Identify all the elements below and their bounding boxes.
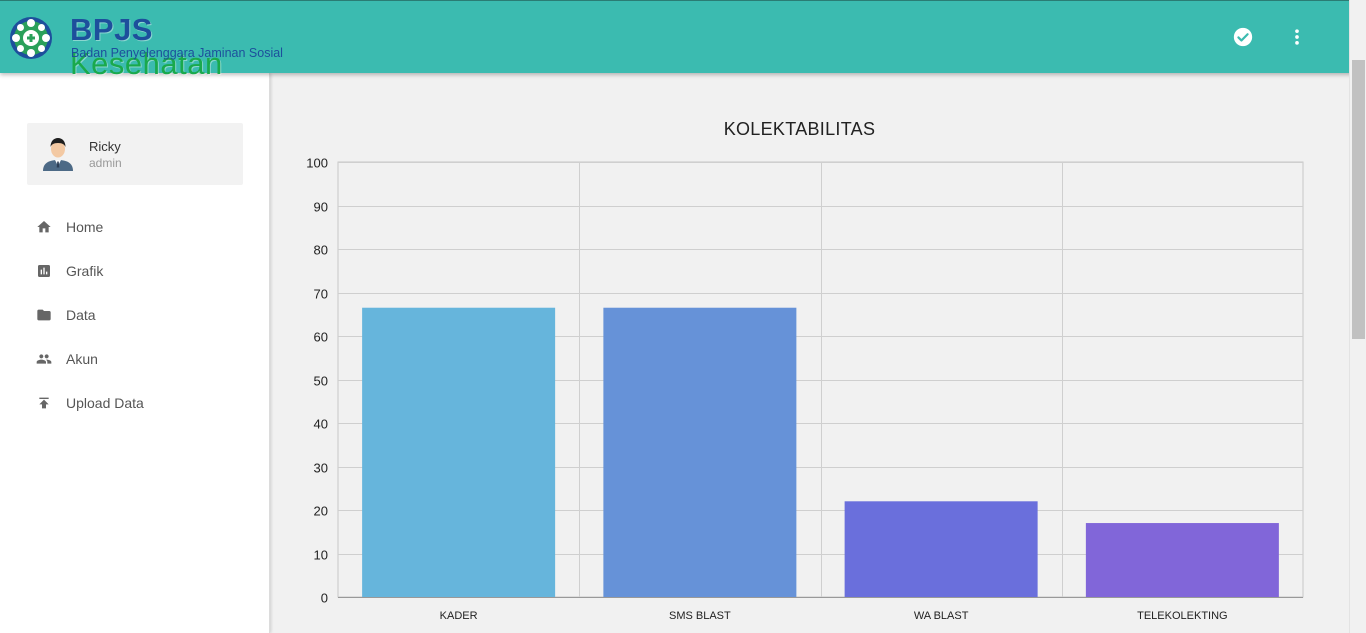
chart-title: KOLEKTABILITAS <box>723 119 876 139</box>
x-tick-label: WA BLAST <box>914 610 969 622</box>
user-name: Ricky <box>89 139 121 154</box>
confirm-button[interactable] <box>1230 24 1256 50</box>
y-tick-label: 40 <box>314 417 328 432</box>
x-tick-label: TELEKOLEKTING <box>1137 610 1227 622</box>
y-tick-label: 60 <box>314 330 328 345</box>
sidebar-item-label: Akun <box>66 351 98 367</box>
bar-wa-blast <box>844 501 1038 597</box>
y-tick-label: 30 <box>314 461 328 476</box>
bar-sms-blast <box>603 307 797 597</box>
upload-icon <box>36 395 52 411</box>
more-vert-icon <box>1295 29 1299 45</box>
brand-primary: BPJS <box>70 12 153 47</box>
page-scrollbar[interactable] <box>1349 0 1366 633</box>
chart-panel: KOLEKTABILITAS 0 10 20 30 40 50 60 70 80 90 100 KAD… <box>272 73 1349 633</box>
y-tick-label: 90 <box>314 200 328 215</box>
sidebar-item-label: Data <box>66 307 96 323</box>
people-icon <box>36 351 52 367</box>
bar-chart-icon <box>36 263 52 279</box>
y-tick-label: 100 <box>306 156 328 171</box>
sidebar-item-data[interactable]: Data <box>0 293 270 337</box>
sidebar-item-home[interactable]: Home <box>0 205 270 249</box>
brand-title: BPJS Kesehatan <box>70 13 288 81</box>
sidebar-item-label: Home <box>66 219 104 235</box>
y-tick-label: 80 <box>314 243 328 258</box>
bpjs-logo[interactable]: BPJS Kesehatan Badan Penyelenggara Jamin… <box>8 13 288 81</box>
more-options-button[interactable] <box>1284 24 1310 50</box>
y-tick-label: 20 <box>314 504 328 519</box>
x-tick-label: SMS BLAST <box>669 610 731 622</box>
home-icon <box>36 219 52 235</box>
brand-secondary: Kesehatan <box>70 46 223 81</box>
brand-subtitle: Badan Penyelenggara Jaminan Sosial <box>71 46 283 60</box>
check-circle-icon <box>1233 27 1253 47</box>
top-app-bar: BPJS Kesehatan Badan Penyelenggara Jamin… <box>0 0 1366 81</box>
bar-kader <box>362 307 556 597</box>
scrollbar-thumb[interactable] <box>1352 60 1365 339</box>
user-profile-card[interactable]: Ricky admin <box>27 123 243 185</box>
user-avatar-icon <box>43 138 73 171</box>
sidebar: Ricky admin Home Grafik Data Akun <box>0 73 270 633</box>
folder-icon <box>36 307 52 323</box>
sidebar-menu: Home Grafik Data Akun Upload Data <box>0 205 270 425</box>
sidebar-item-label: Grafik <box>66 263 104 279</box>
sidebar-item-akun[interactable]: Akun <box>0 337 270 381</box>
user-role: admin <box>89 156 122 170</box>
x-tick-label: KADER <box>440 610 478 622</box>
bar-telekolekting <box>1085 523 1279 597</box>
bpjs-logo-mark-icon <box>10 17 52 59</box>
y-tick-label: 70 <box>314 287 328 302</box>
kolektabilitas-bar-chart: 0 10 20 30 40 50 60 70 80 90 100 KADER SMS BLAST WA B… <box>306 156 1304 622</box>
y-tick-label: 10 <box>314 548 328 563</box>
sidebar-item-label: Upload Data <box>66 395 144 411</box>
sidebar-item-upload-data[interactable]: Upload Data <box>0 381 270 425</box>
sidebar-item-grafik[interactable]: Grafik <box>0 249 270 293</box>
y-tick-label: 50 <box>314 374 328 389</box>
y-tick-label: 0 <box>321 591 328 606</box>
